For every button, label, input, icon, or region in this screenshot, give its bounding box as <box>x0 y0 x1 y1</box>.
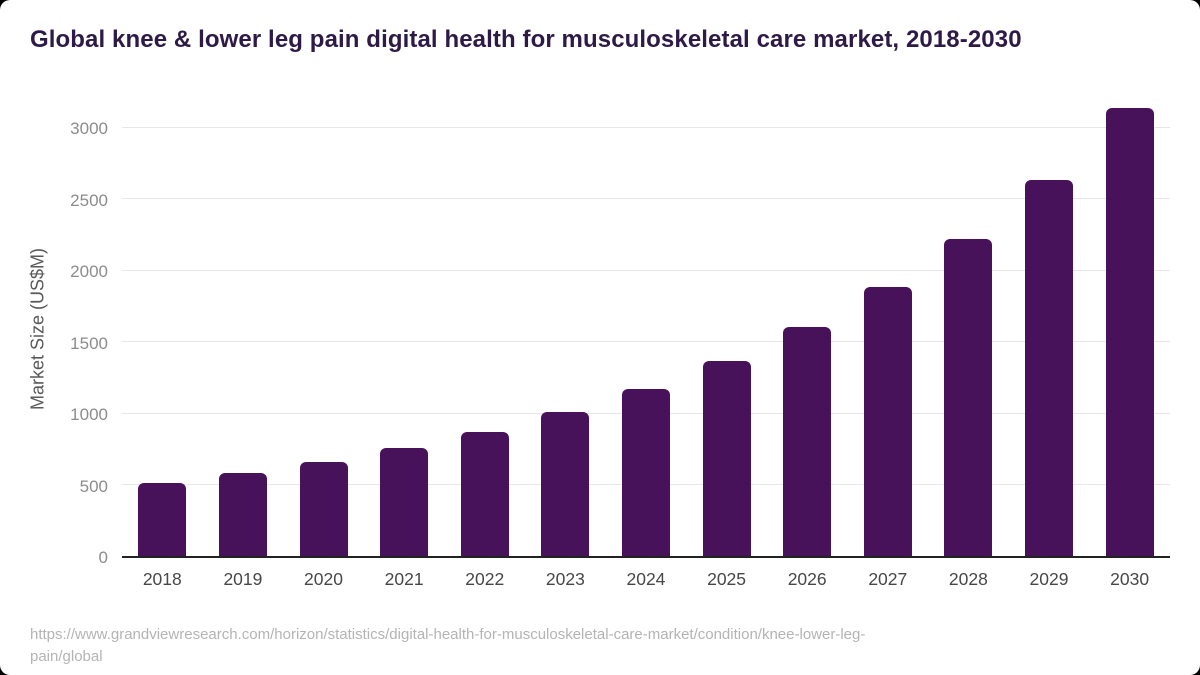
bar-slot-2021: 2021 <box>364 100 445 589</box>
bar-2024 <box>621 388 670 556</box>
x-tick-label-2024: 2024 <box>626 569 666 589</box>
bar-slot-2030: 2030 <box>1089 100 1170 589</box>
bar-slot-2020: 2020 <box>283 100 364 589</box>
plot-area: 2018 2019 2020 2021 2022 2023 2024 2025 2026 2027… <box>122 100 1170 589</box>
gridline-2500 <box>122 198 1170 199</box>
source-url: https://www.grandviewresearch.com/horizo… <box>30 626 866 665</box>
bar-2023 <box>541 412 590 556</box>
y-tick-label-2500: 2500 <box>70 190 108 210</box>
x-tick-label-2029: 2029 <box>1029 569 1069 589</box>
bar-slot-2028: 2028 <box>928 100 1009 589</box>
y-tick-label-1500: 1500 <box>70 333 108 353</box>
y-tick-label-3000: 3000 <box>70 119 108 138</box>
bar-2021 <box>380 448 429 556</box>
x-tick-label-2020: 2020 <box>304 569 343 589</box>
y-tick-label-0: 0 <box>98 548 108 567</box>
bar-2030 <box>1105 107 1154 556</box>
y-axis-tick-labels: 0 500 1000 1500 2000 2500 3000 <box>0 100 108 567</box>
bar-2020 <box>299 461 348 556</box>
bar-2022 <box>460 432 509 556</box>
gridline-1500 <box>122 341 1170 342</box>
x-tick-label-2030: 2030 <box>1110 569 1150 589</box>
bar-2028 <box>944 239 993 556</box>
x-tick-label-2027: 2027 <box>868 569 908 589</box>
y-tick-label-500: 500 <box>79 476 108 496</box>
x-tick-label-2019: 2019 <box>223 569 263 589</box>
bar-2018 <box>138 483 187 556</box>
bar-slot-2018: 2018 <box>122 100 203 589</box>
y-tick-label-1000: 1000 <box>70 405 108 424</box>
x-tick-label-2026: 2026 <box>787 569 827 589</box>
x-tick-label-2022: 2022 <box>465 569 505 589</box>
gridline-2000 <box>122 269 1170 271</box>
y-tick-label-2000: 2000 <box>70 262 108 281</box>
x-tick-label-2021: 2021 <box>384 569 424 589</box>
bar-slot-2026: 2026 <box>767 100 848 589</box>
bar-2029 <box>1025 179 1073 556</box>
bar-2026 <box>783 327 832 556</box>
bar-2019 <box>218 473 267 556</box>
bar-slot-2025: 2025 <box>686 100 767 589</box>
bar-series: 2018 2019 2020 2021 2022 2023 2024 2025 2026 2027… <box>122 100 1170 589</box>
bar-slot-2022: 2022 <box>444 100 525 589</box>
bar-slot-2023: 2023 <box>525 100 606 589</box>
x-tick-label-2023: 2023 <box>545 569 585 589</box>
x-tick-label-2018: 2018 <box>142 569 182 589</box>
bar-slot-2024: 2024 <box>606 100 687 589</box>
bar-slot-2029: 2029 <box>1009 100 1090 589</box>
bar-slot-2019: 2019 <box>203 100 284 589</box>
chart-title: Global knee & lower leg pain digital hea… <box>30 26 1022 53</box>
bar-slot-2027: 2027 <box>847 100 928 589</box>
bar-2025 <box>702 360 751 556</box>
bar-2027 <box>863 287 912 556</box>
x-tick-label-2028: 2028 <box>948 569 988 589</box>
gridline-3000 <box>122 126 1170 128</box>
x-tick-label-2025: 2025 <box>707 569 747 589</box>
